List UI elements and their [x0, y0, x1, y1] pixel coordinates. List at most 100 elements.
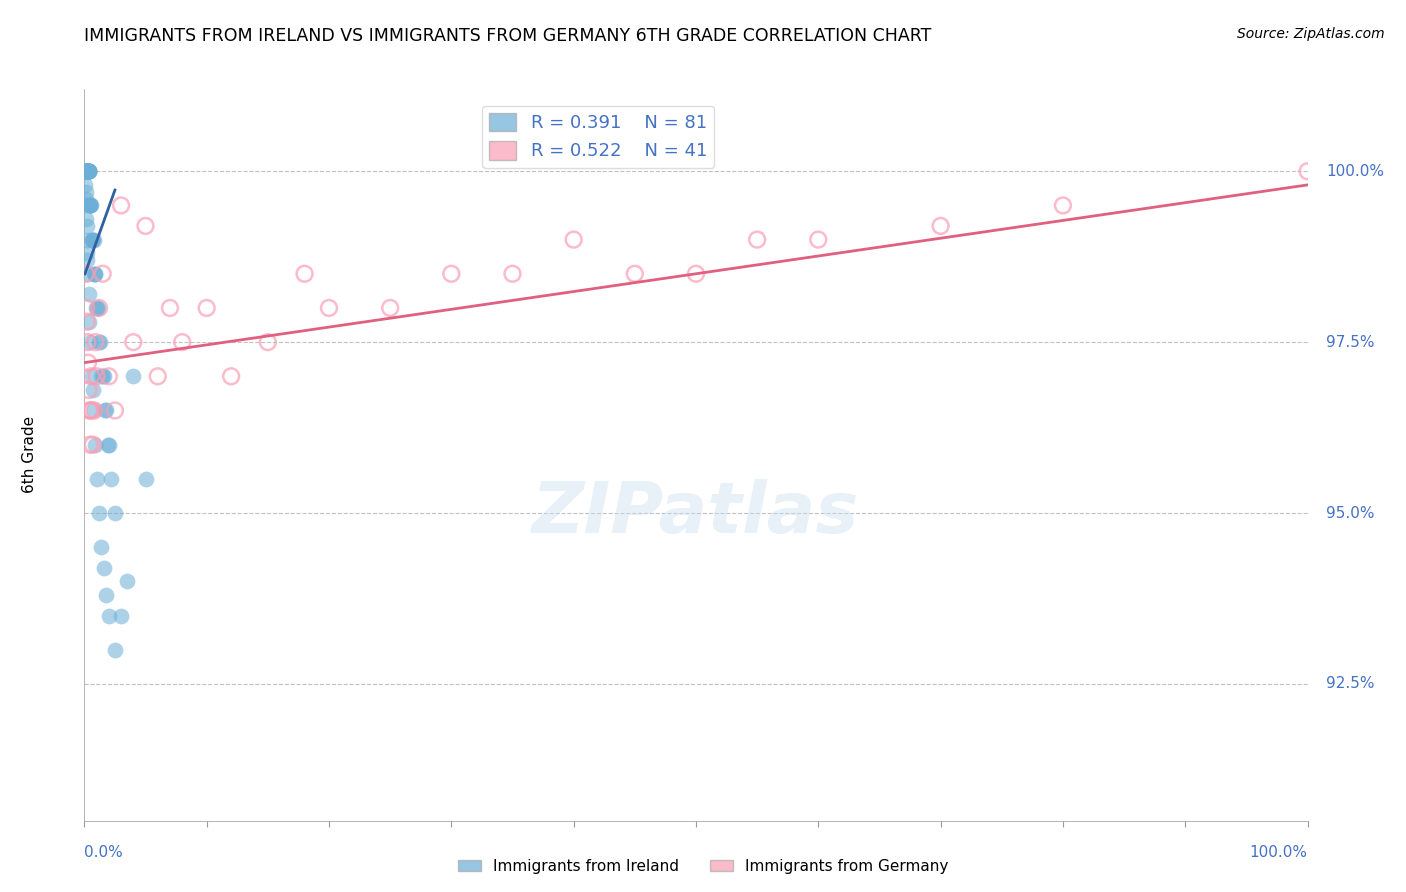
Point: [76, 246, 98, 260]
Point: [122, 369, 145, 384]
Point: [83, 233, 105, 247]
Point: [75, 164, 97, 178]
Point: [77, 383, 100, 397]
Point: [75, 164, 97, 178]
Text: 95.0%: 95.0%: [1326, 506, 1375, 521]
Point: [747, 233, 769, 247]
Point: [929, 219, 952, 233]
Point: [79, 198, 101, 212]
Point: [94, 403, 117, 417]
Point: [75, 198, 97, 212]
Point: [79, 198, 101, 212]
Point: [100, 472, 122, 486]
Point: [76, 233, 98, 247]
Text: ZIPatlas: ZIPatlas: [533, 479, 859, 548]
Point: [1296, 164, 1319, 178]
Point: [79, 198, 101, 212]
Point: [562, 233, 585, 247]
Point: [75, 164, 97, 178]
Point: [77, 403, 100, 417]
Point: [807, 233, 830, 247]
Point: [91, 369, 114, 384]
Point: [80, 403, 103, 417]
Point: [115, 574, 138, 589]
Point: [87, 506, 110, 520]
Point: [83, 267, 105, 281]
Point: [82, 233, 104, 247]
Point: [76, 315, 98, 329]
Point: [76, 164, 98, 178]
Point: [75, 164, 97, 178]
Point: [80, 369, 103, 384]
Point: [75, 164, 97, 178]
Legend: R = 0.391    N = 81, R = 0.522    N = 41: R = 0.391 N = 81, R = 0.522 N = 41: [482, 105, 714, 168]
Point: [501, 267, 523, 281]
Point: [97, 608, 120, 623]
Point: [84, 438, 107, 452]
Point: [146, 369, 169, 384]
Point: [104, 506, 127, 520]
Text: Source: ZipAtlas.com: Source: ZipAtlas.com: [1237, 27, 1385, 41]
Point: [83, 403, 105, 417]
Point: [73, 164, 96, 178]
Point: [77, 164, 100, 178]
Point: [93, 369, 115, 384]
Point: [75, 185, 97, 199]
Point: [75, 267, 97, 281]
Point: [75, 164, 97, 178]
Point: [76, 164, 98, 178]
Point: [83, 267, 105, 281]
Point: [75, 192, 97, 206]
Text: 92.5%: 92.5%: [1326, 676, 1375, 691]
Point: [87, 335, 110, 350]
Point: [76, 164, 98, 178]
Point: [76, 164, 98, 178]
Point: [83, 403, 105, 417]
Point: [93, 560, 115, 574]
Point: [75, 301, 97, 315]
Point: [104, 403, 127, 417]
Point: [257, 335, 280, 350]
Point: [75, 164, 97, 178]
Point: [159, 301, 181, 315]
Point: [80, 198, 103, 212]
Point: [77, 287, 100, 301]
Point: [96, 403, 118, 417]
Point: [440, 267, 463, 281]
Text: 100.0%: 100.0%: [1250, 845, 1308, 860]
Point: [318, 301, 340, 315]
Point: [96, 588, 118, 602]
Point: [104, 642, 127, 657]
Point: [79, 438, 101, 452]
Point: [77, 164, 100, 178]
Point: [97, 369, 120, 384]
Point: [294, 267, 316, 281]
Point: [75, 164, 97, 178]
Point: [122, 335, 145, 350]
Point: [219, 369, 242, 384]
Point: [86, 369, 108, 384]
Point: [77, 164, 100, 178]
Point: [172, 335, 194, 350]
Point: [82, 438, 104, 452]
Point: [135, 219, 157, 233]
Point: [76, 253, 98, 268]
Point: [77, 164, 100, 178]
Point: [195, 301, 218, 315]
Point: [86, 301, 108, 315]
Point: [90, 540, 112, 554]
Point: [75, 212, 97, 227]
Point: [84, 335, 107, 350]
Point: [80, 369, 103, 384]
Point: [76, 164, 98, 178]
Point: [82, 383, 104, 397]
Point: [1052, 198, 1074, 212]
Point: [75, 178, 97, 192]
Point: [79, 335, 101, 350]
Point: [87, 301, 110, 315]
Point: [77, 356, 100, 370]
Point: [76, 219, 98, 233]
Point: [97, 438, 120, 452]
Point: [79, 198, 101, 212]
Point: [91, 267, 114, 281]
